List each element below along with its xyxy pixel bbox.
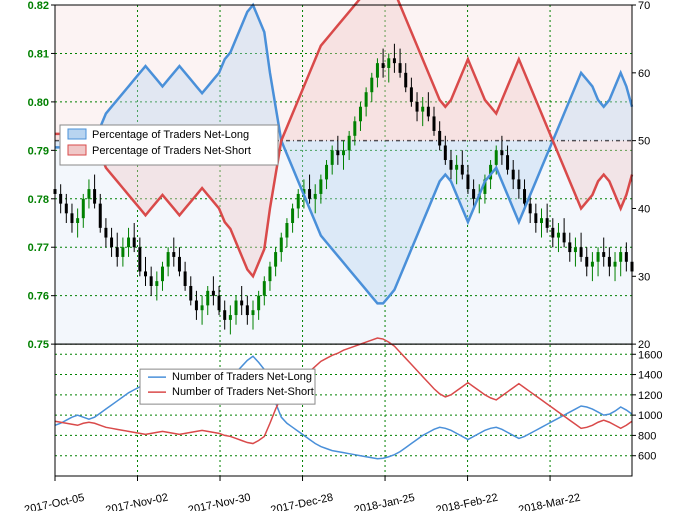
svg-text:0.76: 0.76 — [28, 291, 49, 303]
chart-container: 0.750.760.770.780.790.800.810.8220304050… — [0, 0, 680, 511]
svg-text:800: 800 — [638, 430, 656, 442]
svg-text:2017-Nov-02: 2017-Nov-02 — [105, 492, 170, 511]
svg-text:60: 60 — [638, 68, 650, 80]
svg-text:70: 70 — [638, 0, 650, 12]
svg-text:0.75: 0.75 — [28, 339, 49, 351]
svg-text:1000: 1000 — [638, 410, 662, 422]
svg-text:2017-Nov-30: 2017-Nov-30 — [187, 492, 252, 511]
svg-text:50: 50 — [638, 136, 650, 148]
svg-text:2018-Mar-22: 2018-Mar-22 — [517, 492, 581, 511]
svg-text:1400: 1400 — [638, 370, 662, 382]
svg-text:1200: 1200 — [638, 390, 662, 402]
svg-text:0.79: 0.79 — [28, 145, 49, 157]
svg-text:30: 30 — [638, 271, 650, 283]
svg-text:0.77: 0.77 — [28, 242, 49, 254]
svg-text:0.82: 0.82 — [28, 0, 49, 12]
svg-text:40: 40 — [638, 203, 650, 215]
svg-text:0.80: 0.80 — [28, 97, 49, 109]
svg-text:Percentage of Traders Net-Long: Percentage of Traders Net-Long — [92, 129, 249, 141]
svg-text:Number of Traders Net-Short: Number of Traders Net-Short — [172, 386, 314, 398]
svg-text:2017-Dec-28: 2017-Dec-28 — [270, 492, 335, 511]
svg-text:1600: 1600 — [638, 349, 662, 361]
svg-text:Number of Traders Net-Long: Number of Traders Net-Long — [172, 371, 312, 383]
svg-text:600: 600 — [638, 451, 656, 463]
chart-svg: 0.750.760.770.780.790.800.810.8220304050… — [0, 0, 680, 511]
svg-text:2018-Feb-22: 2018-Feb-22 — [435, 492, 499, 511]
svg-text:2017-Oct-05: 2017-Oct-05 — [23, 492, 85, 511]
svg-text:2018-Jan-25: 2018-Jan-25 — [353, 492, 416, 511]
svg-text:Percentage of Traders Net-Shor: Percentage of Traders Net-Short — [92, 145, 251, 157]
svg-text:0.81: 0.81 — [28, 48, 49, 60]
svg-text:0.78: 0.78 — [28, 194, 49, 206]
